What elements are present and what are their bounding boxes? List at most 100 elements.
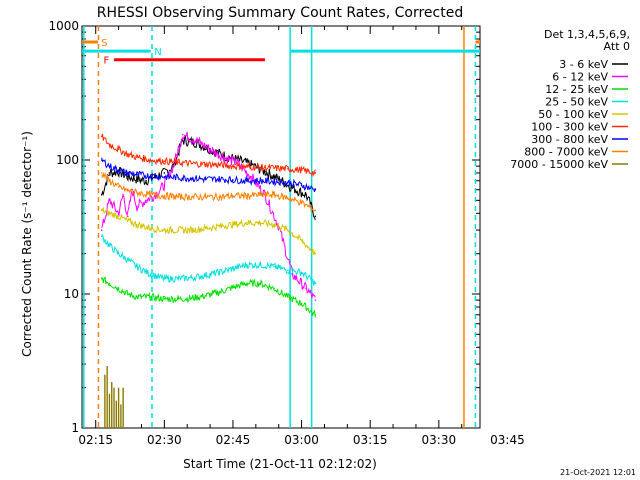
data-point — [126, 220, 129, 222]
data-point — [149, 296, 152, 298]
data-point — [314, 172, 317, 174]
data-point — [149, 273, 152, 276]
data-point — [149, 193, 152, 196]
data-point — [300, 239, 303, 242]
data-point — [300, 271, 303, 274]
data-point — [126, 153, 129, 156]
data-point — [149, 175, 152, 177]
x-axis-label: Start Time (21-Oct-11 02:12:02) — [183, 457, 377, 471]
x-tick-label: 03:00 — [284, 433, 319, 447]
data-point — [259, 179, 262, 182]
data-point — [305, 193, 307, 196]
data-point — [190, 229, 193, 231]
legend-title: Det 1,3,4,5,6,9, — [544, 28, 630, 41]
data-point — [287, 229, 289, 231]
legend-label: 300 - 800 keV — [531, 133, 608, 146]
data-point — [287, 181, 289, 184]
data-point — [223, 154, 225, 157]
x-tick-label: 03:45 — [490, 433, 525, 447]
marker-label-n: N — [154, 47, 161, 58]
data-point — [100, 277, 103, 280]
data-point — [136, 178, 138, 180]
data-point — [177, 196, 179, 198]
data-point — [136, 173, 138, 176]
data-point — [108, 179, 111, 182]
data-point — [232, 267, 234, 270]
data-point — [108, 244, 111, 247]
data-point — [163, 277, 166, 280]
y-tick-label: 1000 — [48, 19, 79, 33]
data-point — [108, 143, 111, 146]
data-point — [100, 209, 103, 212]
data-point — [136, 223, 138, 226]
data-point — [273, 287, 275, 290]
data-point — [209, 148, 211, 151]
data-point — [117, 252, 120, 255]
data-point — [177, 229, 179, 231]
data-point — [204, 163, 207, 166]
data-point — [136, 296, 138, 298]
data-point — [223, 156, 225, 158]
data-point — [250, 164, 253, 166]
data-point — [190, 297, 193, 300]
legend-label: 100 - 300 keV — [531, 121, 608, 134]
data-point — [126, 189, 129, 192]
data-point — [126, 258, 129, 261]
data-point — [259, 282, 262, 285]
data-point — [273, 265, 275, 268]
data-point — [232, 165, 234, 167]
data-point — [190, 177, 193, 180]
data-point — [250, 175, 253, 178]
data-point — [108, 282, 111, 285]
data-point — [218, 271, 221, 274]
data-point — [218, 164, 221, 166]
series-2 — [100, 276, 317, 318]
chart-title: RHESSI Observing Summary Count Rates, Co… — [97, 5, 463, 21]
data-point — [264, 170, 266, 173]
data-point — [126, 172, 129, 174]
data-point — [190, 162, 193, 165]
data-point — [108, 199, 111, 202]
data-point — [300, 169, 303, 171]
data-point — [163, 229, 166, 231]
data-point — [149, 159, 152, 161]
data-point — [314, 209, 317, 212]
marker-label-f: F — [104, 56, 110, 67]
data-line — [101, 206, 316, 255]
data-point — [232, 286, 234, 289]
legend-label: 6 - 12 keV — [552, 71, 608, 84]
data-point — [218, 178, 221, 180]
data-point — [245, 221, 248, 224]
data-point — [126, 175, 129, 178]
data-point — [163, 184, 166, 186]
data-point — [117, 186, 120, 188]
series-5 — [100, 133, 317, 178]
data-line — [101, 131, 316, 299]
data-point — [204, 294, 207, 297]
data-point — [245, 179, 248, 182]
legend-subtitle: Att 0 — [604, 40, 630, 53]
data-point — [136, 265, 138, 268]
data-point — [108, 165, 111, 167]
data-point — [117, 212, 120, 215]
data-point — [277, 178, 280, 180]
data-point — [287, 197, 289, 199]
series-8 — [104, 366, 124, 428]
data-line — [101, 234, 316, 286]
data-point — [163, 160, 166, 162]
data-point — [117, 148, 120, 151]
data-point — [273, 180, 275, 183]
data-point — [300, 302, 303, 305]
data-point — [204, 274, 207, 277]
x-tick-label: 03:15 — [353, 433, 388, 447]
data-point — [100, 159, 103, 161]
data-point — [300, 184, 303, 186]
data-point — [314, 188, 317, 191]
x-tick-label: 02:45 — [216, 433, 251, 447]
data-point — [100, 172, 103, 174]
series-3 — [100, 234, 317, 286]
legend-label: 800 - 7000 keV — [524, 146, 608, 159]
data-point — [100, 229, 103, 231]
data-point — [100, 193, 103, 196]
